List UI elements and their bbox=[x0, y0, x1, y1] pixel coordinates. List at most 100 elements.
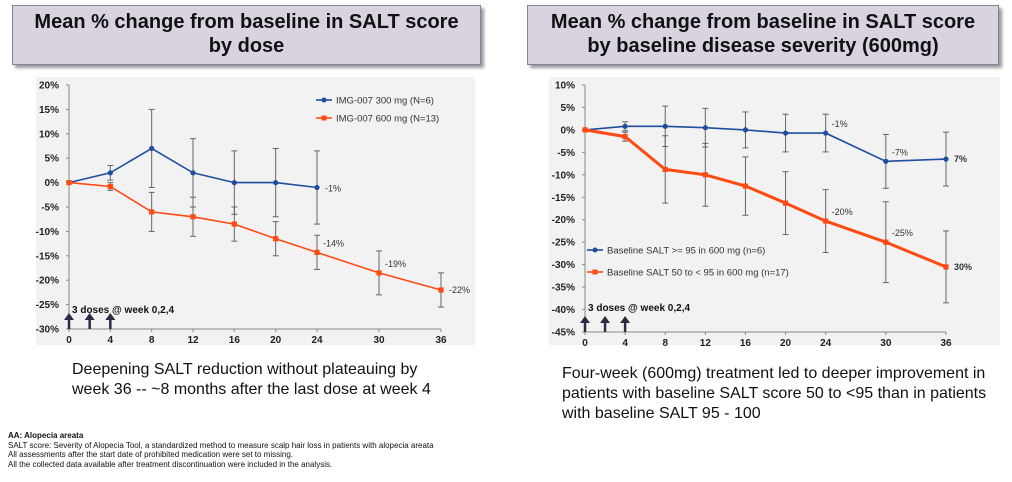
left-plot-background bbox=[36, 77, 475, 345]
x-tick-label: 0 bbox=[66, 335, 72, 346]
x-tick-label: 24 bbox=[311, 335, 323, 346]
y-tick-label: -40% bbox=[552, 305, 575, 316]
data-label: -7% bbox=[892, 147, 908, 157]
data-point bbox=[190, 214, 196, 220]
data-point bbox=[273, 180, 279, 186]
dosing-note: 3 doses @ week 0,2,4 bbox=[72, 305, 174, 316]
right-chart-title-line-2: by baseline disease severity (600mg) bbox=[587, 35, 939, 57]
footnote-line: All assessments after the start date of … bbox=[8, 450, 294, 459]
data-point bbox=[883, 158, 889, 164]
right-caption-line-3: with baseline SALT 95 - 100 bbox=[562, 405, 761, 422]
right-caption-line-2: patients with baseline SALT score 50 to … bbox=[562, 385, 987, 402]
dosing-note: 3 doses @ week 0,2,4 bbox=[588, 303, 690, 314]
x-tick-label: 16 bbox=[229, 335, 241, 346]
y-tick-label: 10% bbox=[555, 81, 575, 92]
y-tick-label: -20% bbox=[36, 276, 59, 287]
left-chart-title-line-2: by dose bbox=[208, 35, 285, 57]
x-tick-label: 30 bbox=[373, 335, 385, 346]
x-tick-label: 8 bbox=[149, 335, 155, 346]
data-point bbox=[742, 127, 749, 133]
y-tick-label: -25% bbox=[552, 238, 575, 249]
data-point bbox=[943, 264, 949, 270]
dose-arrow-head bbox=[64, 313, 74, 320]
data-label: -20% bbox=[832, 207, 853, 217]
y-tick-label: -25% bbox=[36, 300, 59, 311]
x-tick-label: 30 bbox=[880, 338, 892, 349]
data-point bbox=[662, 166, 668, 173]
data-point bbox=[314, 184, 320, 191]
x-tick-label: 4 bbox=[622, 338, 628, 349]
y-tick-label: -10% bbox=[552, 170, 575, 181]
x-tick-label: 20 bbox=[270, 335, 282, 346]
left-chart: 20% 15% 10% 5% 0% -5% -10% -15% -20% -25% -30% 0 4 8 1… bbox=[36, 81, 470, 347]
x-tick-label: 8 bbox=[662, 338, 668, 349]
data-label: 30% bbox=[954, 262, 972, 272]
data-point bbox=[66, 180, 72, 186]
y-tick-label: -5% bbox=[41, 203, 59, 214]
data-point bbox=[823, 218, 829, 224]
x-tick-label: 12 bbox=[187, 335, 199, 346]
legend-swatch-marker bbox=[321, 97, 327, 103]
legend-label: IMG-007 600 mg (N=13) bbox=[336, 114, 439, 125]
data-point bbox=[782, 200, 789, 206]
data-point bbox=[823, 130, 829, 136]
left-caption-line-1: Deepening SALT reduction without plateau… bbox=[72, 361, 418, 378]
data-point bbox=[376, 270, 382, 276]
left-chart-title-line-1: Mean % change from baseline in SALT scor… bbox=[34, 11, 459, 33]
y-tick-label: 0% bbox=[561, 125, 576, 136]
x-tick-label: 24 bbox=[820, 338, 832, 349]
left-caption: Deepening SALT reduction without plateau… bbox=[72, 360, 431, 400]
left-caption-line-2: week 36 -- ~8 months after the last dose… bbox=[72, 381, 431, 398]
x-tick-label: 0 bbox=[582, 338, 588, 349]
dose-arrow-head bbox=[580, 316, 590, 323]
data-label: -1% bbox=[832, 119, 848, 129]
data-point bbox=[314, 249, 320, 255]
data-point bbox=[943, 156, 949, 162]
dose-arrow-head bbox=[600, 316, 611, 323]
data-point bbox=[702, 172, 708, 178]
data-label: -25% bbox=[892, 228, 913, 238]
x-tick-label: 16 bbox=[740, 338, 752, 349]
data-point bbox=[702, 125, 708, 131]
y-tick-label: 5% bbox=[561, 103, 576, 114]
data-label: -14% bbox=[323, 238, 344, 248]
right-chart-title-line-1: Mean % change from baseline in SALT scor… bbox=[550, 11, 976, 33]
y-tick-label: -20% bbox=[552, 215, 575, 226]
left-chart-title-box: Mean % change from baseline in SALT scor… bbox=[12, 5, 481, 65]
data-point bbox=[273, 236, 279, 242]
data-point bbox=[622, 134, 628, 140]
right-chart: 10% 5% 0% -5% -10% -15% -20% -25% -30% -35% -40% -4… bbox=[552, 81, 972, 350]
y-tick-label: 5% bbox=[45, 154, 60, 165]
y-tick-label: -30% bbox=[552, 260, 575, 271]
data-point bbox=[107, 183, 113, 190]
y-tick-label: 10% bbox=[39, 129, 59, 140]
data-point bbox=[149, 145, 155, 152]
x-tick-label: 4 bbox=[108, 335, 114, 346]
data-label: -19% bbox=[385, 259, 406, 269]
data-point bbox=[782, 130, 789, 136]
right-caption: Four-week (600mg) treatment led to deepe… bbox=[562, 364, 986, 424]
y-tick-label: -5% bbox=[557, 148, 575, 159]
footnote-line: SALT score: Severity of Alopecia Tool, a… bbox=[8, 440, 434, 450]
y-tick-label: -35% bbox=[552, 283, 575, 294]
legend-swatch-marker bbox=[321, 115, 327, 121]
data-point bbox=[622, 123, 628, 129]
data-point bbox=[149, 209, 155, 215]
dose-arrow-head bbox=[84, 313, 95, 320]
y-tick-label: -45% bbox=[552, 328, 575, 339]
data-point bbox=[883, 239, 889, 245]
footnote-line: All the collected data available after t… bbox=[8, 459, 333, 469]
x-tick-label: 20 bbox=[780, 338, 792, 349]
data-point bbox=[190, 170, 196, 176]
y-tick-label: -10% bbox=[36, 227, 59, 238]
data-point bbox=[582, 127, 588, 133]
legend-label: IMG-007 300 mg (N=6) bbox=[336, 96, 434, 107]
data-point bbox=[231, 221, 237, 227]
data-label: 7% bbox=[954, 154, 967, 164]
y-tick-label: 15% bbox=[39, 105, 59, 116]
y-tick-label: 20% bbox=[39, 81, 59, 92]
footnotes: AA: Alopecia areata SALT score: Severity… bbox=[8, 431, 434, 469]
legend-swatch-marker bbox=[592, 269, 598, 275]
data-point bbox=[107, 170, 113, 176]
